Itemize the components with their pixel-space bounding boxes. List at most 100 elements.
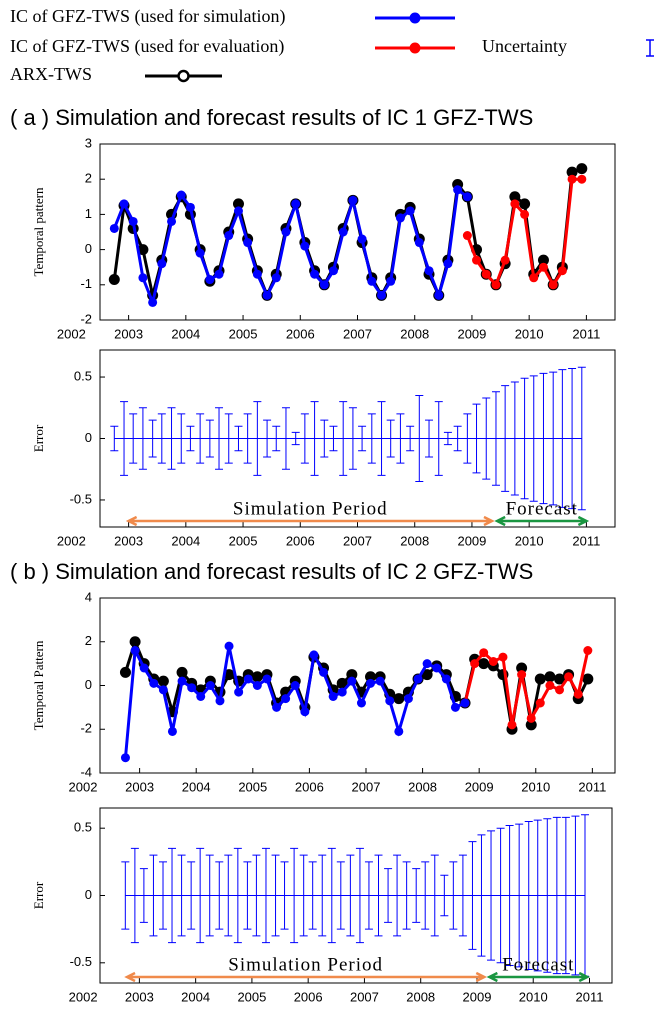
- data-point: [434, 290, 444, 300]
- error-bar: [177, 854, 186, 937]
- data-point: [545, 681, 555, 690]
- x-tick-label: 2010: [521, 779, 550, 794]
- error-bar: [252, 854, 261, 937]
- error-bar: [561, 816, 570, 975]
- x-tick-label: 2011: [572, 326, 600, 341]
- error-bar: [386, 419, 395, 458]
- data-point: [300, 241, 310, 251]
- data-point: [196, 691, 206, 701]
- error-bar: [539, 372, 548, 505]
- data-point: [309, 650, 319, 660]
- data-point: [234, 687, 244, 697]
- legend-marker: [409, 42, 421, 54]
- error-bar: [300, 413, 309, 464]
- y-axis-label: Temporal pattern: [31, 187, 46, 276]
- y-tick-label: 0: [85, 241, 92, 256]
- error-bar: [515, 823, 524, 968]
- error-bar: [157, 413, 166, 464]
- error-bar: [139, 868, 148, 923]
- data-point: [108, 274, 120, 286]
- error-bar: [120, 401, 129, 476]
- annotation-label: Forecast: [506, 498, 578, 519]
- error-bar: [253, 401, 262, 476]
- data-point: [516, 662, 528, 674]
- data-point: [509, 191, 521, 203]
- x-tick-label: 2005: [229, 533, 258, 548]
- data-point: [394, 726, 404, 736]
- error-bar: [425, 419, 434, 458]
- y-tick-label: 0: [85, 887, 92, 902]
- error-bar: [472, 403, 481, 474]
- error-bar: [468, 841, 477, 950]
- x-tick-label: 2010: [515, 533, 544, 548]
- data-point: [443, 259, 453, 269]
- data-point: [157, 259, 167, 269]
- x-tick-label: 2003: [125, 989, 154, 1004]
- data-point: [262, 290, 272, 300]
- error-bar: [477, 834, 486, 957]
- data-point: [176, 190, 186, 200]
- error-bar: [320, 419, 329, 458]
- x-tick-label: 2002: [69, 989, 98, 1004]
- data-point: [348, 195, 358, 205]
- annotation-label: Simulation Period: [233, 498, 388, 519]
- error-bar: [299, 854, 308, 937]
- data-point: [158, 685, 168, 695]
- y-tick-label: -0.5: [70, 954, 92, 969]
- annotation-label: Forecast: [502, 954, 574, 975]
- error-bar: [524, 820, 533, 971]
- data-point: [583, 646, 593, 655]
- error-bar: [501, 385, 510, 492]
- error-bar: [549, 371, 558, 506]
- data-point: [167, 216, 177, 226]
- data-point: [356, 698, 366, 708]
- data-point: [405, 206, 415, 216]
- x-tick-label: 2004: [182, 779, 211, 794]
- data-point: [462, 192, 472, 202]
- data-point: [525, 719, 537, 731]
- legend-label: IC of GFZ-TWS (used for simulation): [10, 6, 285, 27]
- data-point: [566, 166, 578, 178]
- data-point: [577, 174, 587, 184]
- data-point: [138, 273, 148, 283]
- y-tick-label: -1: [80, 276, 92, 291]
- data-point: [233, 206, 243, 216]
- data-point: [403, 694, 413, 704]
- data-point: [187, 683, 197, 693]
- series-line: [123, 645, 466, 758]
- x-tick-label: 2011: [578, 779, 606, 794]
- error-bar: [339, 401, 348, 476]
- data-point: [148, 297, 158, 307]
- y-tick-label: 3: [85, 135, 92, 150]
- x-tick-label: 2007: [350, 989, 379, 1004]
- error-bar: [533, 819, 542, 972]
- x-tick-label: 2010: [515, 326, 544, 341]
- error-bar: [271, 854, 280, 937]
- annotation-arrow: [125, 515, 495, 527]
- error-bar: [186, 425, 195, 452]
- data-point: [224, 231, 234, 241]
- error-bar: [529, 375, 538, 502]
- error-bar: [187, 861, 196, 930]
- error-bar: [491, 391, 500, 486]
- data-point: [500, 255, 510, 265]
- error-bar: [552, 816, 561, 975]
- y-tick-label: 0.5: [74, 820, 92, 835]
- x-tick-label: 2003: [114, 326, 143, 341]
- legend-marker: [409, 12, 421, 24]
- x-tick-label: 2004: [171, 326, 200, 341]
- data-point: [300, 707, 310, 717]
- error-bar: [402, 861, 411, 930]
- data-point: [517, 670, 527, 680]
- error-bar: [458, 854, 467, 937]
- chart-title: ( a ) Simulation and forecast results of…: [10, 105, 533, 130]
- error-bar: [364, 861, 373, 930]
- data-point: [290, 681, 300, 690]
- data-point: [393, 693, 405, 705]
- data-point: [252, 269, 262, 279]
- error-bar: [177, 413, 186, 464]
- data-point: [414, 238, 424, 248]
- data-point: [130, 646, 140, 655]
- data-point: [432, 663, 442, 673]
- y-tick-label: 2: [85, 633, 92, 648]
